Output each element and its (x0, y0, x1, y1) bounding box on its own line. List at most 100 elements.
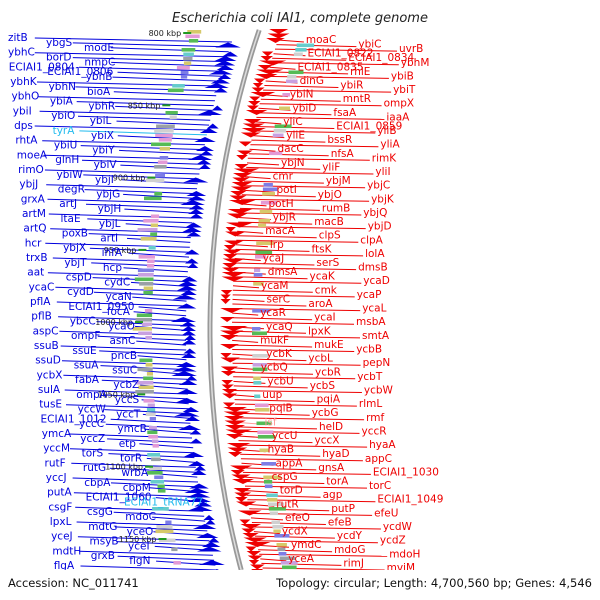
gene-label[interactable]: tyrA (53, 125, 76, 137)
gene-label[interactable]: agp (323, 489, 343, 501)
gene-label[interactable]: efeB (328, 517, 352, 529)
gene-label[interactable]: grxB (91, 550, 115, 562)
gene-label[interactable]: ybjJ (19, 179, 38, 191)
gene-label[interactable]: yliE (286, 130, 305, 142)
gene-label[interactable]: putA (47, 487, 72, 499)
gene-label[interactable]: aat (27, 267, 44, 279)
gene-label[interactable]: yccJ (46, 472, 67, 484)
gene-label[interactable]: ECIAI1_0804 (9, 61, 75, 73)
gene-label[interactable]: ybiO (51, 110, 75, 122)
gene-label[interactable]: bioA (87, 86, 111, 98)
gene-label[interactable]: mntR (343, 93, 371, 105)
gene-label[interactable]: yccR (362, 425, 387, 437)
gene-label[interactable]: smtA (362, 330, 390, 342)
gene-label[interactable]: ycaM (261, 280, 288, 292)
gene-label[interactable]: ycdW (383, 521, 413, 533)
gene-label[interactable]: cmk (315, 284, 338, 296)
gene-label[interactable]: rhlE (350, 66, 370, 78)
gene-label[interactable]: efeU (374, 507, 398, 519)
gene-label[interactable]: ycaK (310, 271, 336, 283)
gene-label[interactable]: ybiX (91, 130, 114, 142)
gene-label[interactable]: potI (277, 184, 297, 196)
gene-label[interactable]: ybiV (94, 159, 118, 171)
gene-label[interactable]: ybiB (391, 70, 414, 82)
gene-label[interactable]: pqiA (317, 394, 341, 406)
gene-label[interactable]: ybiW (57, 169, 84, 181)
gene-label[interactable]: rutG (83, 462, 106, 474)
gene-label[interactable]: lpxK (308, 325, 332, 337)
gene-label[interactable]: ybhO (12, 91, 40, 103)
gene-label[interactable]: nmpC (84, 56, 115, 68)
gene-label[interactable]: ybjQ (363, 207, 387, 219)
gene-label[interactable]: pepN (363, 357, 391, 369)
gene-label[interactable]: ybjK (371, 193, 395, 205)
gene-label[interactable]: yliA (380, 139, 400, 151)
gene-label[interactable]: ycbS (310, 380, 336, 392)
gene-label[interactable]: etp (119, 438, 137, 450)
gene-label[interactable]: ybjD (368, 221, 392, 233)
gene-label[interactable]: ssuC (112, 364, 137, 376)
gene-label[interactable]: mukF (260, 334, 289, 346)
gene-label[interactable]: ybiU (54, 140, 77, 152)
gene-label[interactable]: torS (82, 448, 104, 460)
gene-label[interactable]: torC (369, 480, 391, 492)
gene-label[interactable]: gnsA (318, 462, 345, 474)
gene-label[interactable]: isf (265, 416, 277, 428)
gene-label[interactable]: ycaO (108, 320, 135, 332)
gene-label[interactable]: yceJ (51, 531, 73, 543)
gene-label[interactable]: ssuA (74, 360, 100, 372)
gene-label[interactable]: ycbW (364, 385, 394, 397)
gene-label[interactable]: potH (269, 198, 294, 210)
gene-label[interactable]: mukE (314, 339, 344, 351)
gene-label[interactable]: ycbG (312, 407, 339, 419)
gene-label[interactable]: ybhN (49, 81, 76, 93)
gene-label[interactable]: dps (14, 120, 33, 132)
gene-label[interactable]: rmf (366, 412, 384, 424)
gene-label[interactable]: ybjM (326, 175, 351, 187)
gene-label[interactable]: ymdC (291, 539, 321, 551)
gene-label[interactable]: putP (331, 503, 355, 515)
gene-label[interactable]: ycaN (106, 291, 132, 303)
gene-label[interactable]: artI (100, 232, 118, 244)
gene-label[interactable]: ybhK (10, 76, 38, 88)
gene-label[interactable]: mdoH (389, 548, 420, 560)
gene-label[interactable]: rutF (45, 457, 66, 469)
gene-label[interactable]: yccS (115, 394, 140, 406)
gene-label[interactable]: trxB (26, 252, 48, 264)
gene-label[interactable]: cspG (272, 471, 298, 483)
gene-label[interactable]: ycbT (357, 371, 383, 383)
gene-label[interactable]: ycaL (362, 303, 386, 315)
gene-label[interactable]: glnH (55, 154, 79, 166)
gene-label[interactable]: ECIAI1_0859 (336, 121, 402, 133)
gene-label[interactable]: rumB (322, 202, 350, 214)
gene-label[interactable]: fabA (75, 374, 100, 386)
gene-label[interactable]: rimO (18, 164, 44, 176)
gene-label[interactable]: csgG (87, 506, 113, 518)
gene-label[interactable]: ymcA (42, 428, 72, 440)
gene-label[interactable]: ybiY (92, 144, 115, 156)
gene-label[interactable]: ybjR (273, 212, 296, 224)
gene-label[interactable]: aspC (33, 325, 59, 337)
gene-label[interactable]: torD (280, 485, 303, 497)
gene-label[interactable]: ybjI (95, 174, 114, 186)
gene-label[interactable]: ybiL (90, 115, 112, 127)
gene-label[interactable]: ymcB (117, 423, 146, 435)
gene-label[interactable]: rutR (276, 498, 298, 510)
gene-label[interactable]: ycdZ (380, 535, 406, 547)
gene-label[interactable]: yceI (128, 540, 150, 552)
gene-label[interactable]: pqiB (269, 403, 292, 415)
gene-label[interactable]: hyaD (322, 448, 349, 460)
gene-label[interactable]: ybhR (88, 100, 115, 112)
gene-label[interactable]: dmsB (358, 262, 388, 274)
gene-label[interactable]: yliI (375, 166, 390, 178)
gene-label[interactable]: artQ (23, 223, 46, 235)
gene-label[interactable]: lpxL (50, 516, 72, 528)
gene-label[interactable]: macB (314, 216, 344, 228)
gene-label[interactable]: ECIAI1_0835 (298, 61, 364, 73)
gene-label[interactable]: uvrB (399, 43, 423, 55)
gene-label[interactable]: wrbA (121, 467, 149, 479)
gene-label[interactable]: yccM (43, 443, 70, 455)
gene-label[interactable]: yccC (79, 418, 104, 430)
gene-label[interactable]: ybiC (358, 39, 381, 51)
gene-label[interactable]: poxB (62, 228, 88, 240)
